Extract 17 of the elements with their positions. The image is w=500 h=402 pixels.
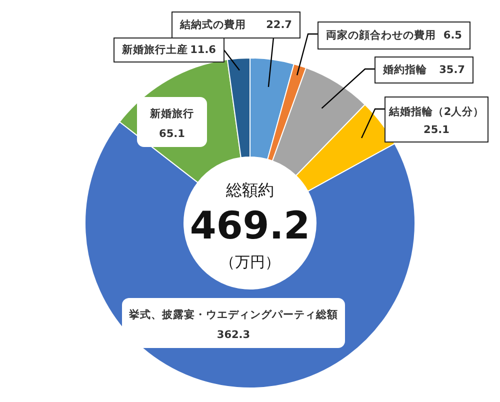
slice-label: 挙式、披露宴・ウエディングパーティ総額: [128, 308, 338, 321]
data-label: 362.3: [216, 328, 250, 341]
slice-label: 新婚旅行: [149, 106, 194, 120]
data-label: 6.5: [443, 29, 462, 42]
text: 総額約: [225, 180, 274, 200]
slice-label: 結婚指輪（2人分）: [388, 105, 484, 118]
data-label: 22.7: [266, 18, 292, 31]
slice-label: 新婚旅行土産: [121, 42, 188, 56]
slice-label: 婚約指輪: [382, 62, 428, 76]
data-label: 11.6: [190, 44, 216, 56]
slice-label: 結納式の費用: [179, 18, 246, 31]
data-label: 65.1: [159, 128, 185, 140]
slice-label: 両家の顔合わせの費用: [326, 28, 436, 42]
text: 469.2: [190, 203, 310, 248]
data-label: 35.7: [439, 64, 465, 76]
text: （万円）: [220, 253, 280, 272]
data-label: 25.1: [424, 124, 450, 136]
